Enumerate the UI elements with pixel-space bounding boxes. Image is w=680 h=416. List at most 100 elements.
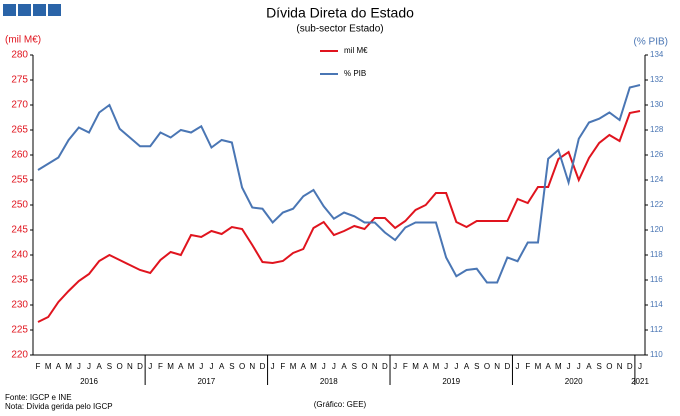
x-tick-label: M (310, 362, 317, 371)
x-tick-label: A (97, 362, 103, 371)
x-tick-label: S (474, 362, 479, 371)
x-tick-label: J (454, 362, 458, 371)
year-label: 2019 (442, 377, 460, 386)
y-tick-label: 230 (11, 300, 28, 311)
y-tick-label: 255 (11, 175, 28, 186)
credit: (Gráfico: GEE) (314, 400, 367, 409)
y-tick-label: 250 (11, 200, 28, 211)
y2-tick-label: 122 (650, 200, 664, 209)
y2-tick-label: 120 (650, 225, 664, 234)
x-tick-label: D (382, 362, 388, 371)
x-tick-label: A (545, 362, 551, 371)
logo (48, 4, 61, 16)
y2-tick-label: 130 (650, 100, 664, 109)
x-tick-label: A (301, 362, 307, 371)
x-tick-label: F (36, 362, 41, 371)
year-label: 2017 (197, 377, 215, 386)
x-tick-label: J (322, 362, 326, 371)
x-tick-label: J (638, 362, 642, 371)
x-tick-label: M (45, 362, 52, 371)
y-tick-label: 235 (11, 275, 28, 286)
x-tick-label: S (352, 362, 357, 371)
y2-tick-label: 118 (650, 250, 663, 259)
x-tick-label: N (617, 362, 623, 371)
x-tick-label: A (178, 362, 184, 371)
x-tick-label: J (148, 362, 152, 371)
year-label: 2016 (80, 377, 98, 386)
legend-label: % PIB (344, 69, 366, 78)
x-tick-label: A (341, 362, 347, 371)
x-tick-label: A (56, 362, 62, 371)
x-tick-label: N (249, 362, 255, 371)
y2-tick-label: 114 (650, 300, 663, 309)
x-tick-label: J (393, 362, 397, 371)
y2-tick-label: 124 (650, 175, 664, 184)
x-tick-label: J (87, 362, 91, 371)
year-label: 2020 (565, 377, 583, 386)
y2-tick-label: 110 (650, 350, 663, 359)
chart-title: Dívida Direta do Estado (266, 5, 414, 21)
logo (33, 4, 46, 16)
x-tick-label: N (127, 362, 133, 371)
x-tick-label: A (219, 362, 225, 371)
x-tick-label: O (606, 362, 612, 371)
y2-tick-label: 132 (650, 75, 664, 84)
note: Nota: Dívida gerida pelo IGCP (5, 402, 113, 411)
x-tick-label: S (597, 362, 602, 371)
y-tick-label: 245 (11, 225, 28, 236)
x-tick-label: F (403, 362, 408, 371)
x-tick-label: M (412, 362, 419, 371)
logo (3, 4, 16, 16)
y-tick-label: 270 (11, 100, 28, 111)
x-tick-label: J (209, 362, 213, 371)
x-tick-label: F (525, 362, 530, 371)
x-tick-label: O (361, 362, 367, 371)
y2-tick-label: 128 (650, 125, 664, 134)
x-tick-label: J (332, 362, 336, 371)
x-tick-label: J (77, 362, 81, 371)
logo (18, 4, 31, 16)
x-tick-label: A (586, 362, 592, 371)
x-tick-label: F (280, 362, 285, 371)
y-axis-label: (mil M€) (5, 35, 41, 46)
y-tick-label: 260 (11, 150, 28, 161)
x-tick-label: D (137, 362, 143, 371)
x-tick-label: M (535, 362, 542, 371)
x-tick-label: J (577, 362, 581, 371)
legend-label: mil M€ (344, 46, 368, 55)
series-line (37, 84, 641, 284)
y-tick-label: 265 (11, 125, 28, 136)
y-tick-label: 225 (11, 325, 28, 336)
chart-subtitle: (sub-sector Estado) (296, 24, 383, 35)
y2-tick-label: 134 (650, 50, 664, 59)
year-label: 2018 (320, 377, 338, 386)
x-tick-label: D (627, 362, 633, 371)
series-line (37, 110, 641, 323)
x-tick-label: A (423, 362, 429, 371)
x-tick-label: S (107, 362, 112, 371)
y-tick-label: 280 (11, 50, 28, 61)
x-tick-label: O (484, 362, 490, 371)
x-tick-label: J (199, 362, 203, 371)
x-tick-label: N (494, 362, 500, 371)
x-tick-label: O (117, 362, 123, 371)
y2-tick-label: 112 (650, 325, 663, 334)
x-tick-label: D (504, 362, 510, 371)
x-tick-label: S (229, 362, 234, 371)
x-tick-label: M (555, 362, 562, 371)
x-tick-label: J (271, 362, 275, 371)
x-tick-label: M (433, 362, 440, 371)
year-label: 2021 (631, 377, 649, 386)
x-tick-label: D (260, 362, 266, 371)
y2-tick-label: 116 (650, 275, 663, 284)
x-tick-label: J (444, 362, 448, 371)
x-tick-label: F (158, 362, 163, 371)
y2-axis-label: (% PIB) (634, 37, 668, 48)
x-tick-label: O (239, 362, 245, 371)
y-tick-label: 275 (11, 75, 28, 86)
x-tick-label: M (290, 362, 297, 371)
x-tick-label: M (167, 362, 174, 371)
x-tick-label: N (372, 362, 378, 371)
x-tick-label: J (567, 362, 571, 371)
